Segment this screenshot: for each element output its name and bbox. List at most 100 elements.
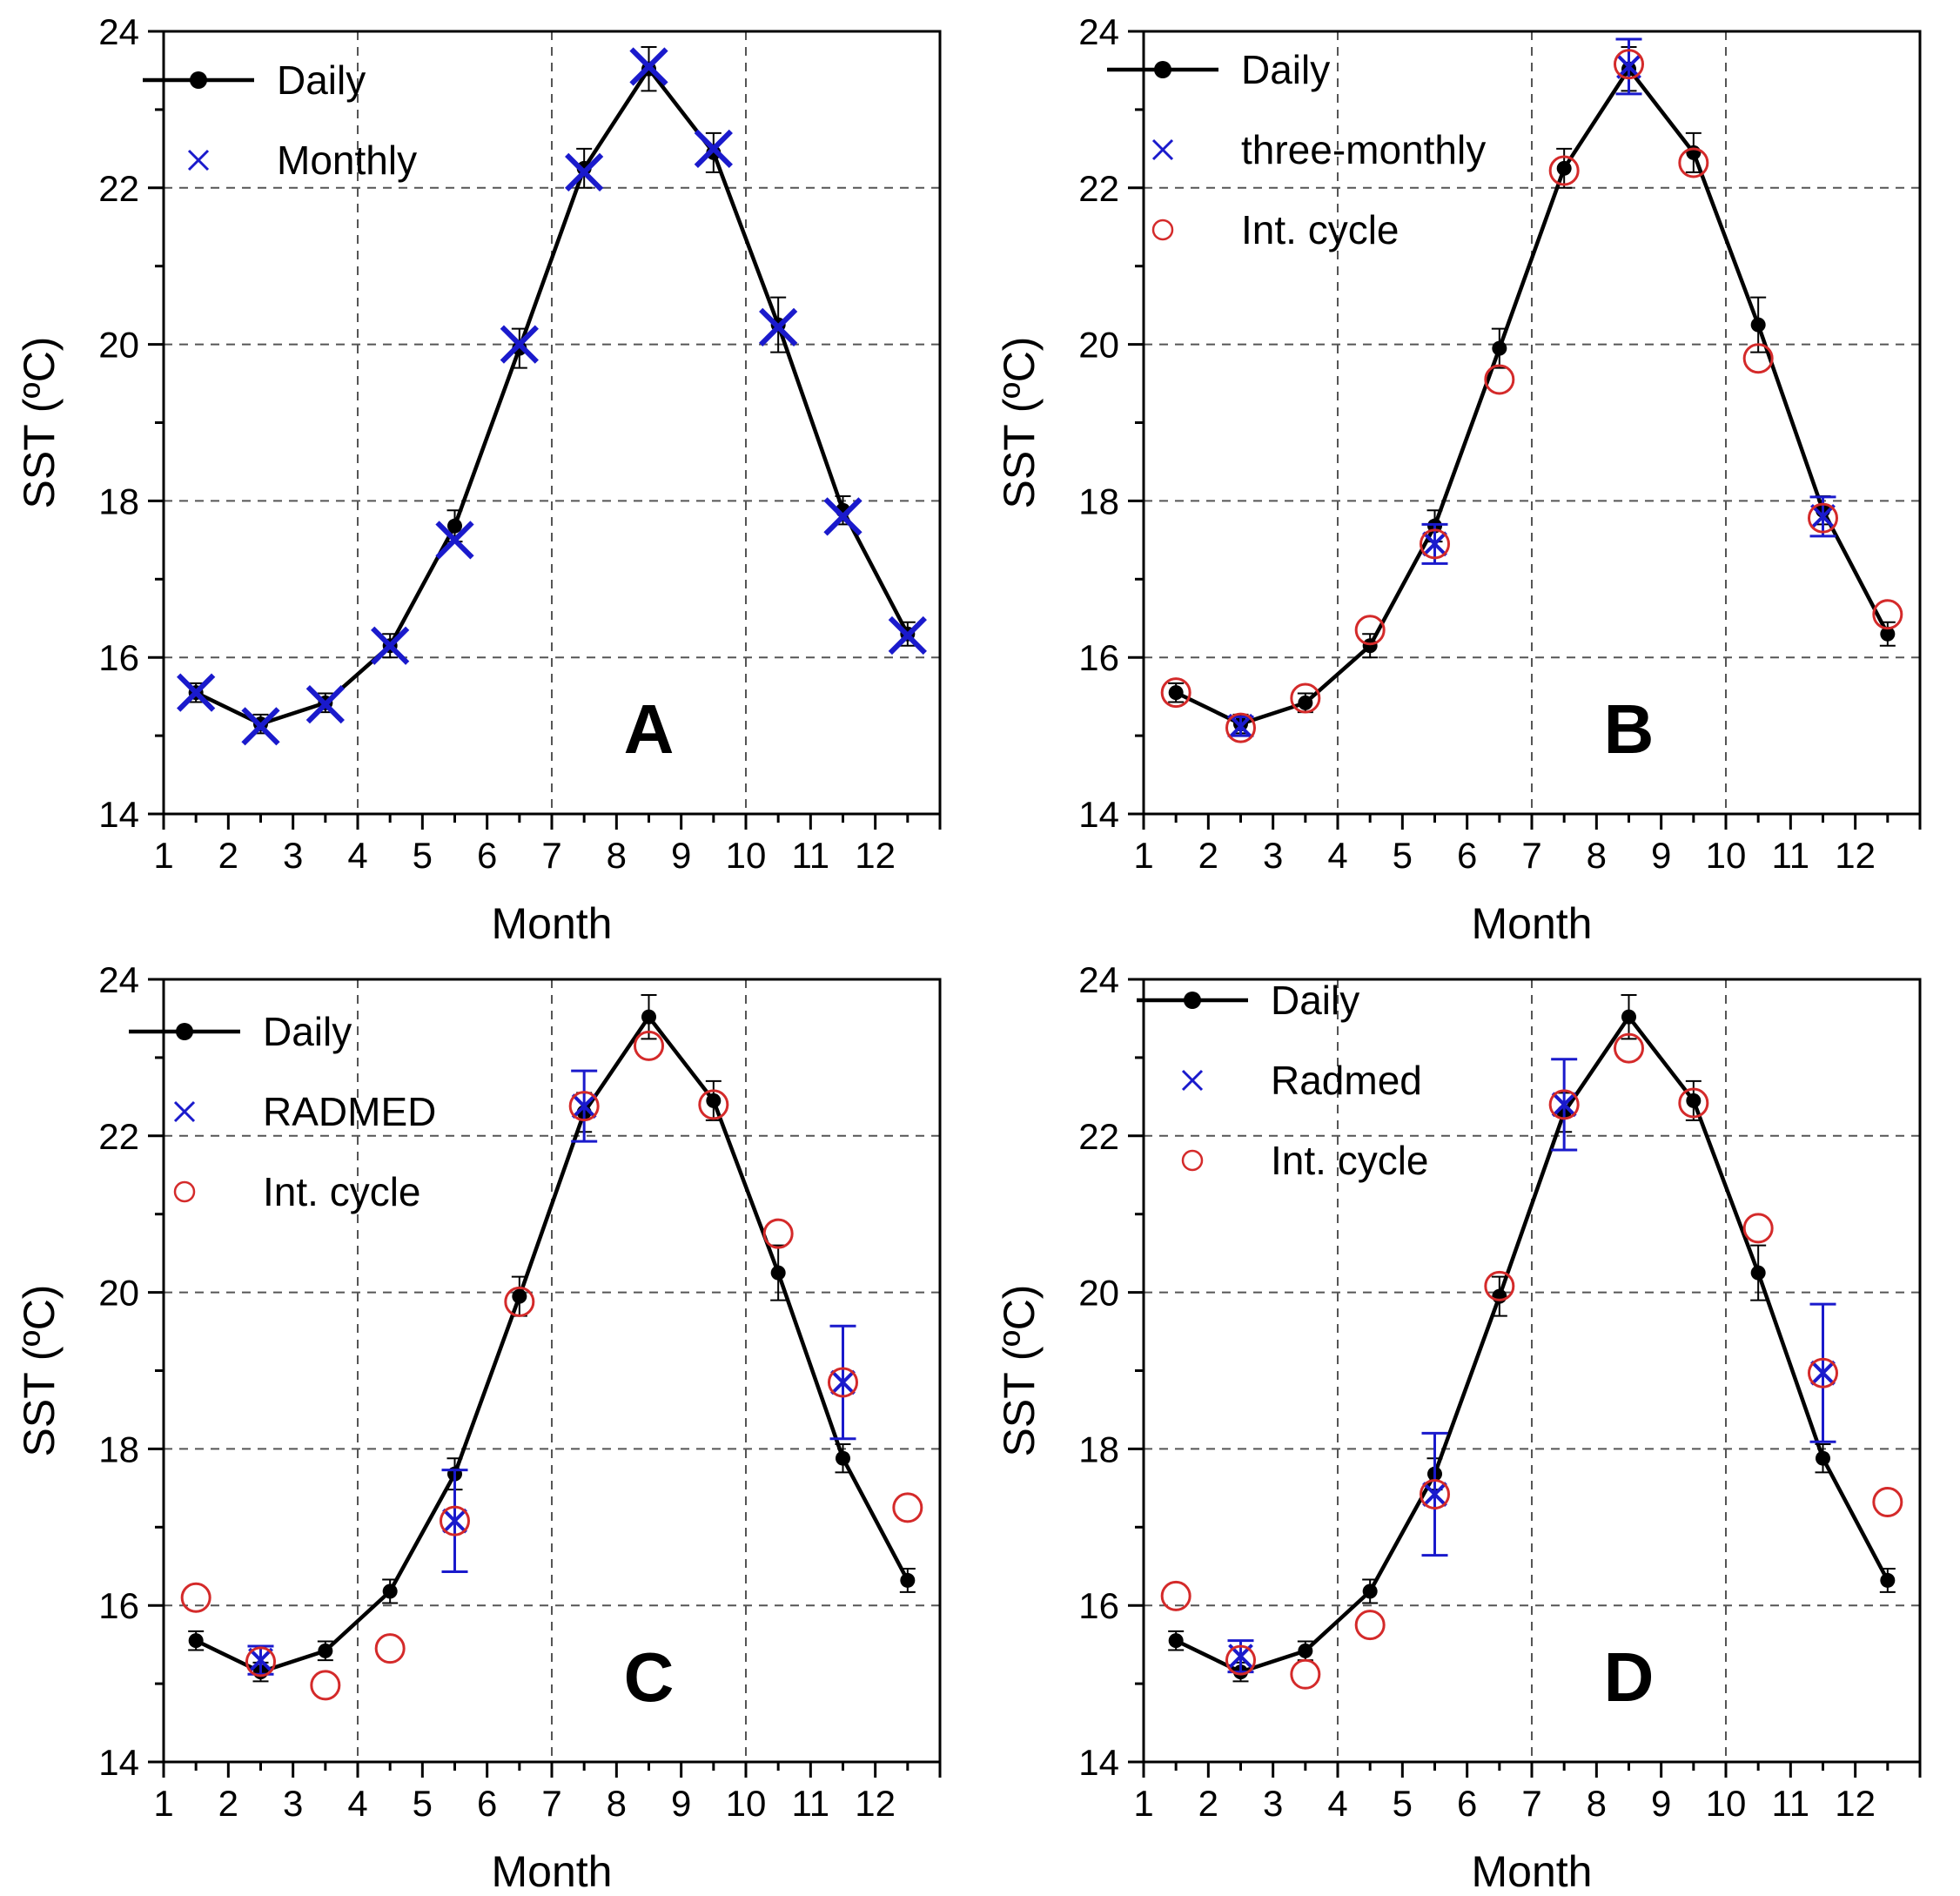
- legend-label: Radmed: [1271, 1058, 1422, 1103]
- y-tick-label: 20: [98, 325, 139, 366]
- y-tick-label: 16: [1078, 1585, 1119, 1626]
- x-tick-label: 12: [855, 835, 896, 876]
- y-tick-label: 22: [98, 1116, 139, 1157]
- daily-point: [641, 1009, 656, 1025]
- daily-point: [1362, 638, 1378, 654]
- x-tick-label: 9: [1651, 835, 1671, 876]
- series-daily: [1168, 993, 1896, 1683]
- panel-letter: B: [1604, 690, 1655, 768]
- x-tick-label: 6: [477, 835, 497, 876]
- int-cycle-point: [1808, 502, 1838, 534]
- x-tick-label: 4: [1327, 1783, 1347, 1824]
- int-cycle-point: [1354, 615, 1386, 646]
- daily-point: [1686, 1093, 1702, 1108]
- int-cycle-point: [1225, 712, 1256, 743]
- int-cycle-point: [1420, 1479, 1450, 1510]
- y-tick-label: 18: [98, 481, 139, 521]
- cross-point-stroke-b: [571, 1093, 597, 1119]
- y-tick-label: 18: [1078, 1429, 1119, 1469]
- legend-dot-swatch: [1184, 992, 1201, 1009]
- int-cycle-point: [245, 1646, 276, 1677]
- cross-point-stroke-b: [888, 615, 927, 656]
- legend-cross-swatch-stroke-b: [187, 149, 210, 171]
- series-cross: [247, 1069, 856, 1676]
- int-cycle-point: [828, 1367, 858, 1398]
- series-cross: [1227, 37, 1836, 739]
- legend-label: Int. cycle: [263, 1169, 421, 1214]
- grid: [1144, 979, 1920, 1762]
- legend-label: Int. cycle: [1241, 207, 1400, 252]
- daily-point: [1298, 1643, 1313, 1658]
- x-tick-label: 5: [1393, 1783, 1413, 1824]
- x-tick-label: 2: [1198, 835, 1218, 876]
- x-tick-label: 10: [726, 1783, 767, 1824]
- x-tick-label: 8: [1587, 1783, 1607, 1824]
- grid: [164, 979, 940, 1762]
- int-cycle-point: [1548, 155, 1580, 186]
- y-tick-label: 22: [1078, 1116, 1119, 1157]
- y-tick-label: 14: [98, 1742, 139, 1783]
- legend-dot-swatch: [176, 1023, 193, 1040]
- daily-point: [1492, 340, 1507, 356]
- y-tick-label: 16: [98, 1585, 139, 1626]
- x-tick-label: 7: [541, 835, 561, 876]
- int-cycle-point: [1548, 1089, 1580, 1120]
- y-tick-label: 24: [1078, 11, 1119, 52]
- daily-point: [1880, 1572, 1896, 1588]
- cross-point-stroke-b: [1616, 54, 1641, 79]
- x-tick-label: 3: [283, 835, 303, 876]
- y-tick-label: 18: [98, 1429, 139, 1469]
- panel-letter: C: [624, 1638, 675, 1716]
- daily-line: [195, 1014, 910, 1674]
- x-axis: 1 2 3 4 5 6 7 8 9 10 11 12: [1133, 1762, 1922, 1824]
- panel-d: 1 2 3 4 5 6 7 8 9 10 11 12 14 16 18 20 22 24 Month SST (ºC)…: [980, 948, 1960, 1896]
- legend-circle-swatch: [1151, 219, 1174, 241]
- cross-point-stroke-b: [1551, 1092, 1577, 1118]
- x-tick-label: 8: [1587, 835, 1607, 876]
- int-cycle-point: [440, 1505, 470, 1536]
- y-tick-label: 22: [1078, 168, 1119, 209]
- y-axis-title: SST (ºC): [15, 337, 64, 509]
- x-tick-label: 8: [607, 1783, 627, 1824]
- series-circle: [180, 1030, 923, 1701]
- int-cycle-point: [1160, 677, 1191, 709]
- series-daily: [188, 993, 916, 1683]
- x-axis: 1 2 3 4 5 6 7 8 9 10 11 12: [1133, 814, 1922, 876]
- y-tick-label: 20: [1078, 1273, 1119, 1314]
- int-cycle-point: [1484, 1270, 1515, 1301]
- panel-b: 1 2 3 4 5 6 7 8 9 10 11 12 14 16 18 20 22 24 Month SST (ºC)…: [980, 0, 1960, 948]
- daily-line: [1175, 1014, 1890, 1674]
- x-tick-label: 5: [413, 1783, 433, 1824]
- x-tick-label: 3: [1263, 1783, 1283, 1824]
- x-tick-label: 5: [1393, 835, 1413, 876]
- cross-point-stroke-b: [1228, 713, 1253, 739]
- x-tick-label: 1: [1133, 835, 1153, 876]
- x-tick-label: 7: [1521, 1783, 1541, 1824]
- legend-cross-swatch-stroke-b: [1151, 138, 1174, 161]
- x-tick-label: 4: [347, 835, 367, 876]
- x-axis-title: Month: [492, 899, 613, 948]
- x-tick-label: 11: [792, 1783, 830, 1824]
- int-cycle-point: [1290, 1658, 1321, 1690]
- cross-point-stroke-b: [248, 1647, 273, 1673]
- y-tick-label: 20: [1078, 325, 1119, 366]
- series-circle: [1160, 1032, 1903, 1690]
- int-cycle-point: [634, 1030, 664, 1061]
- int-cycle-point: [1484, 364, 1515, 395]
- daily-point: [900, 1572, 916, 1588]
- int-cycle-point: [1808, 1357, 1838, 1388]
- legend-label: Daily: [263, 1009, 352, 1054]
- daily-point: [706, 1093, 722, 1108]
- cross-point-stroke-b: [759, 307, 798, 346]
- cross-point-stroke-b: [1422, 531, 1447, 557]
- x-tick-label: 3: [1263, 835, 1283, 876]
- x-axis-title: Month: [1472, 1847, 1593, 1896]
- int-cycle-point: [1420, 528, 1450, 560]
- panel-letter: A: [624, 690, 675, 768]
- int-cycle-point: [1614, 1032, 1644, 1064]
- daily-point: [836, 1450, 850, 1466]
- cross-point-stroke-b: [435, 521, 474, 560]
- daily-point: [447, 518, 462, 534]
